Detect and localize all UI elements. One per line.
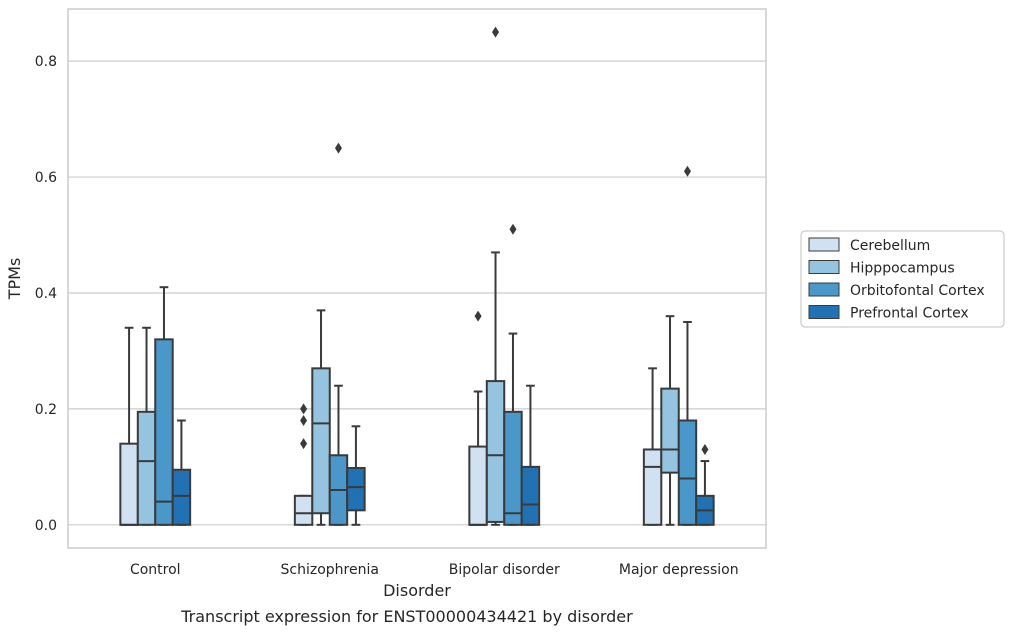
legend-swatch — [808, 305, 840, 319]
x-tick-label: Control — [130, 562, 181, 578]
box-0-3 — [171, 419, 192, 526]
y-tick-label: 0.0 — [35, 518, 57, 534]
outlier-point — [683, 165, 691, 177]
outlier-point — [300, 414, 308, 426]
legend-swatch — [808, 282, 840, 297]
box-rect — [154, 338, 174, 526]
x-axis-ticks: Control Schizophrenia Bipolar disorder Majo… — [130, 562, 739, 578]
legend: Cerebellum Hipppocampus Orbitofontal Corte… — [800, 230, 1005, 328]
box-0-2 — [154, 286, 174, 526]
y-axis-ticks: 0.0 0.2 0.4 0.6 0.8 — [35, 54, 57, 534]
outlier-point — [701, 443, 709, 455]
box-3-2 — [677, 165, 698, 526]
legend-label: Prefrontal Cortex — [850, 306, 969, 322]
box-1-1 — [311, 309, 331, 526]
box-rect — [136, 410, 157, 526]
box-2-1 — [485, 26, 506, 526]
box-2-3 — [520, 384, 541, 526]
legend-label: Orbitofontal Cortex — [850, 283, 985, 299]
legend-label: Hipppocampus — [850, 261, 955, 277]
box-2-2 — [503, 223, 523, 526]
box-0-1 — [136, 326, 157, 526]
box-rect — [311, 367, 331, 515]
box-rect — [468, 445, 488, 526]
box-1-2 — [328, 142, 349, 526]
box-3-3 — [695, 443, 715, 526]
outlier-point — [300, 438, 308, 450]
box-1-3 — [346, 425, 366, 526]
box-rect — [660, 387, 680, 474]
box-rect — [642, 448, 663, 526]
box-rect — [171, 468, 192, 526]
box-2-0 — [468, 310, 488, 526]
box-rect — [503, 410, 523, 526]
box-rect — [293, 494, 314, 526]
box-rect — [677, 419, 698, 526]
y-tick-label: 0.6 — [35, 170, 57, 186]
legend-label: Cerebellum — [850, 238, 930, 254]
box-0-0 — [119, 326, 139, 526]
y-axis-label: TPMs — [5, 258, 24, 301]
x-tick-label: Bipolar disorder — [449, 562, 560, 578]
plot-frame — [67, 8, 767, 549]
box-rect — [119, 442, 139, 526]
box-groups — [119, 26, 715, 526]
outlier-point — [334, 142, 342, 154]
y-tick-label: 0.8 — [35, 54, 57, 70]
outlier-point — [300, 403, 308, 415]
legend-swatch — [808, 260, 840, 274]
y-tick-label: 0.4 — [35, 286, 57, 302]
legend-frame — [800, 230, 1005, 328]
outlier-point — [474, 310, 482, 322]
box-rect — [520, 465, 541, 526]
box-3-0 — [642, 367, 663, 526]
box-1-0 — [293, 403, 314, 526]
chart-caption: Transcript expression for ENST0000043442… — [180, 607, 633, 626]
y-tick-label: 0.2 — [35, 402, 57, 418]
box-rect — [485, 380, 506, 523]
box-rect — [346, 467, 366, 512]
legend-swatch — [808, 237, 840, 252]
box-3-1 — [660, 315, 680, 526]
x-axis-label: Disorder — [383, 581, 451, 600]
x-tick-label: Schizophrenia — [281, 562, 379, 578]
outlier-point — [492, 26, 500, 38]
outlier-point — [509, 223, 517, 235]
x-tick-label: Major depression — [619, 562, 739, 578]
